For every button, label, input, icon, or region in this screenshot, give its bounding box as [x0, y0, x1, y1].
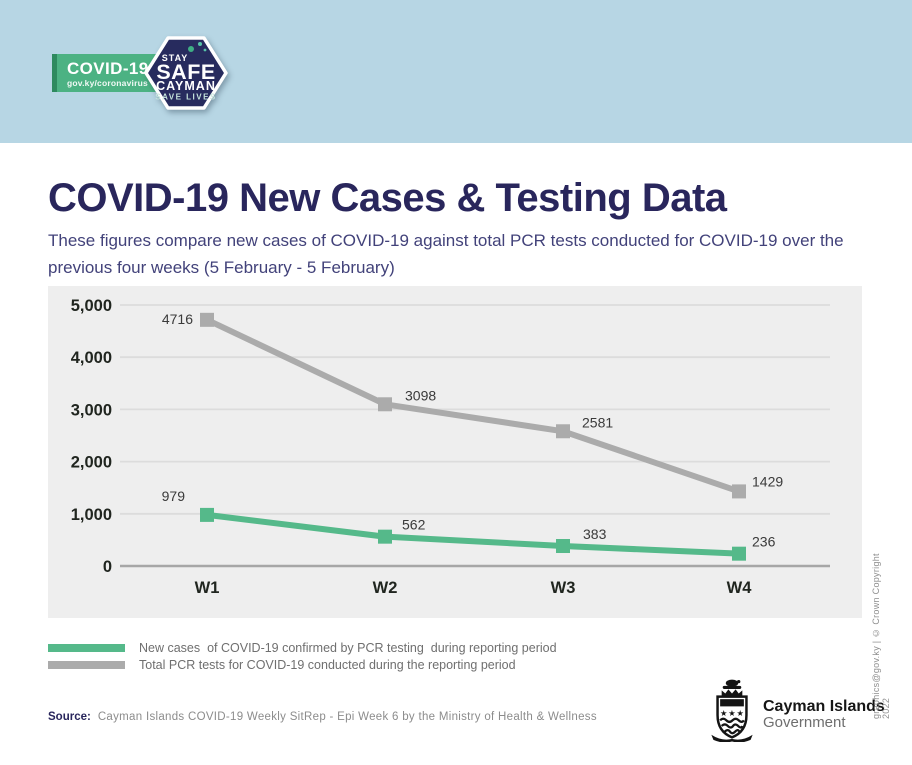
gov-sub: Government [763, 714, 846, 731]
svg-text:2,000: 2,000 [71, 454, 112, 472]
legend-label-tests: Total PCR tests for COVID-19 conducted d… [139, 658, 516, 672]
government-logo: ★ ★ ★ Cayman Islands Government [709, 678, 885, 742]
legend-item-cases: New cases of COVID-19 confirmed by PCR t… [48, 641, 557, 655]
hexagon-shape [144, 36, 228, 110]
svg-text:4,000: 4,000 [71, 349, 112, 367]
svg-text:0: 0 [103, 558, 112, 576]
stay-safe-cayman-badge: STAY SAFE CAYMAN SAVE LIVES [144, 36, 228, 110]
source-label: Source: [48, 711, 91, 723]
svg-text:W1: W1 [195, 579, 220, 597]
svg-text:W3: W3 [551, 579, 576, 597]
svg-text:W4: W4 [727, 579, 753, 597]
copyright-credit: graphics@gov.ky | © Crown Copyright 2022 [871, 553, 891, 719]
svg-text:979: 979 [162, 488, 186, 504]
legend-swatch-cases [48, 644, 125, 652]
svg-text:W2: W2 [373, 579, 398, 597]
svg-text:2581: 2581 [582, 414, 613, 430]
gov-name: Cayman Islands [763, 698, 885, 715]
svg-text:383: 383 [583, 526, 607, 542]
badge-cayman-text: CAYMAN [156, 79, 216, 93]
badge-safe-text: SAFE [156, 60, 215, 84]
legend-swatch-tests [48, 661, 125, 669]
svg-text:3098: 3098 [405, 387, 436, 403]
svg-text:1,000: 1,000 [71, 506, 112, 524]
coat-of-arms-icon: ★ ★ ★ [711, 679, 753, 742]
svg-text:★: ★ [720, 708, 727, 718]
svg-text:3,000: 3,000 [71, 401, 112, 419]
chart-svg: 5,000 4,000 3,000 2,000 1,000 0 W1 W2 W3 W4 4716 30… [71, 297, 830, 597]
government-logo-text: Cayman Islands Government [763, 698, 885, 742]
badge-dots-icon [188, 42, 207, 52]
banner: COVID-19 gov.ky/coronavirus STAY SAFE CA… [0, 0, 912, 143]
svg-text:562: 562 [402, 517, 426, 533]
source-note: Source: Cayman Islands COVID-19 Weekly Si… [48, 711, 597, 723]
badge-stay-text: STAY [162, 53, 189, 63]
ribbon-title: COVID-19 [67, 59, 149, 78]
svg-text:5,000: 5,000 [71, 297, 112, 315]
page-title: COVID-19 New Cases & Testing Data [48, 176, 727, 220]
badge-save-lives-text: SAVE LIVES [155, 93, 217, 102]
ribbon-url: gov.ky/coronavirus [67, 78, 148, 88]
source-text: Cayman Islands COVID-19 Weekly SitRep - … [97, 711, 597, 723]
legend-item-tests: Total PCR tests for COVID-19 conducted d… [48, 658, 557, 672]
chart-legend: New cases of COVID-19 confirmed by PCR t… [48, 641, 557, 678]
ribbon-edge [52, 54, 57, 92]
page-subtitle: These figures compare new cases of COVID… [48, 231, 844, 277]
svg-text:1429: 1429 [752, 473, 783, 489]
svg-text:236: 236 [752, 534, 776, 550]
chart-panel: 5,000 4,000 3,000 2,000 1,000 0 W1 W2 W3 W4 4716 30… [48, 286, 862, 618]
svg-text:4716: 4716 [162, 311, 193, 327]
svg-text:★: ★ [728, 708, 735, 718]
legend-label-cases: New cases of COVID-19 confirmed by PCR t… [139, 641, 557, 655]
svg-text:★: ★ [737, 708, 744, 718]
